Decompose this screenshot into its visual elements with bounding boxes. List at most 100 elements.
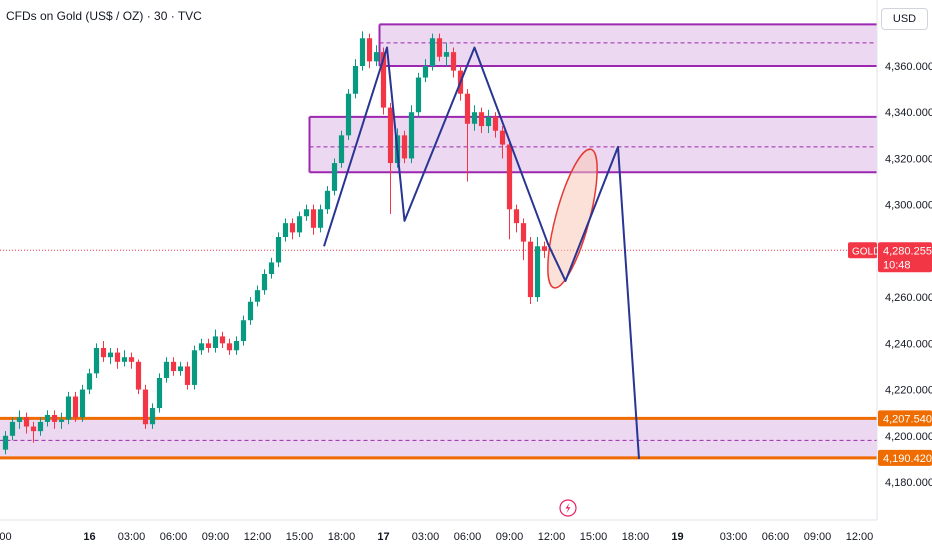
- time-tick-label: 18:00: [622, 531, 650, 543]
- upper-resistance-zone: [379, 24, 877, 66]
- candle-body: [135, 361, 142, 390]
- time-tick-label: 12:00: [244, 531, 272, 543]
- last-price-tag: [878, 242, 932, 273]
- candle-body: [93, 347, 100, 374]
- candle-body: [282, 223, 289, 238]
- candle-body: [107, 352, 114, 358]
- symbol-tag: [848, 242, 877, 259]
- time-tick-label: 15:00: [580, 531, 608, 543]
- candle-body: [72, 396, 79, 418]
- lightning-icon[interactable]: [565, 503, 571, 513]
- candle-body: [86, 373, 93, 390]
- time-tick-label: 09:00: [496, 531, 524, 543]
- candle-body: [303, 209, 310, 217]
- time-tick-label: 12:00: [538, 531, 566, 543]
- time-tick-label: 09:00: [804, 531, 832, 543]
- candle-body: [534, 246, 541, 298]
- candle-body: [471, 112, 478, 124]
- candle-body: [254, 290, 261, 302]
- candle-body: [415, 77, 422, 113]
- chart-title: CFDs on Gold (US$ / OZ) · 30 · TVC: [6, 9, 202, 23]
- candle-body: [380, 52, 387, 108]
- candle-body: [79, 389, 86, 418]
- candle-body: [44, 414, 51, 422]
- candle-body: [51, 414, 58, 422]
- time-axis[interactable]: 00 16 03:00 06:00 09:00 12:00 15:00 18:00 17 03:0…: [0, 519, 877, 543]
- time-tick-label: 06:00: [454, 531, 482, 543]
- candle-body: [191, 350, 198, 385]
- candle-body: [492, 116, 499, 131]
- time-tick-label: 15:00: [286, 531, 314, 543]
- candle-body: [506, 144, 513, 210]
- candle-body: [310, 209, 317, 228]
- candle-body: [16, 417, 23, 422]
- candle-body: [429, 38, 436, 66]
- candle-body: [359, 38, 366, 66]
- time-tick-label: 03:00: [412, 531, 440, 543]
- price-tick-label: 4,260.000: [885, 292, 932, 304]
- candle-body: [163, 361, 170, 378]
- time-tick-label: 17: [377, 531, 389, 543]
- candle-body: [268, 262, 275, 274]
- price-axis-bg: [877, 0, 932, 550]
- time-tick-label: 19: [671, 531, 683, 543]
- candle-body: [156, 378, 163, 409]
- candle-body: [422, 66, 429, 78]
- price-tick-label: 4,300.000: [885, 200, 932, 212]
- price-tick-label: 4,220.000: [885, 385, 932, 397]
- candle-body: [184, 366, 191, 385]
- time-tick-label: 12:00: [846, 531, 874, 543]
- candle-body: [513, 209, 520, 224]
- candle-body: [324, 190, 331, 210]
- price-tick-label: 4,180.000: [885, 477, 932, 489]
- price-tick-label: 4,360.000: [885, 61, 932, 73]
- candle-body: [114, 352, 121, 362]
- support-price-label: 4,207.540: [883, 413, 932, 425]
- candle-body: [261, 274, 268, 291]
- price-axis[interactable]: 4,180.000 4,200.000 4,220.000 4,240.000 4,26…: [848, 0, 932, 550]
- candle-body: [247, 301, 254, 321]
- time-tick-label: 06:00: [762, 531, 790, 543]
- candle-body: [464, 93, 471, 124]
- candle-body: [149, 408, 156, 425]
- candle-body: [338, 135, 345, 164]
- symbol-label: GOLD: [852, 246, 880, 257]
- candle-body: [128, 357, 135, 362]
- countdown-label: 10:48: [883, 259, 911, 271]
- currency-button[interactable]: USD: [881, 8, 928, 30]
- candle-body: [30, 426, 37, 432]
- candle-body: [317, 209, 324, 228]
- candle-body: [345, 93, 352, 136]
- candle-body: [436, 38, 443, 57]
- support-price-tag: [878, 410, 932, 427]
- candle-body: [121, 357, 128, 362]
- candle-body: [366, 38, 373, 62]
- pattern-path: [323, 46, 640, 459]
- candle-body: [219, 336, 226, 344]
- candle-body: [401, 135, 408, 159]
- candle-body: [443, 52, 450, 57]
- candle-body: [240, 320, 247, 342]
- candle-body: [331, 163, 338, 191]
- price-tick-label: 4,200.000: [885, 431, 932, 443]
- candle-body: [233, 341, 240, 351]
- candle-body: [2, 435, 9, 450]
- time-tick-label: 03:00: [118, 531, 146, 543]
- candles-layer: [2, 31, 548, 455]
- candle-body: [387, 107, 394, 164]
- candle-body: [352, 66, 359, 94]
- candle-body: [520, 223, 527, 242]
- pattern-overlay: [323, 46, 640, 517]
- candle-body: [37, 421, 44, 432]
- candle-body: [9, 421, 16, 436]
- time-tick-label: 18:00: [328, 531, 356, 543]
- candle-body: [142, 389, 149, 425]
- candle-body: [478, 112, 485, 127]
- candle-body: [275, 237, 282, 263]
- candle-body: [289, 223, 296, 233]
- candle-body: [23, 417, 30, 427]
- candle-body: [205, 343, 212, 348]
- candle-body: [408, 112, 415, 159]
